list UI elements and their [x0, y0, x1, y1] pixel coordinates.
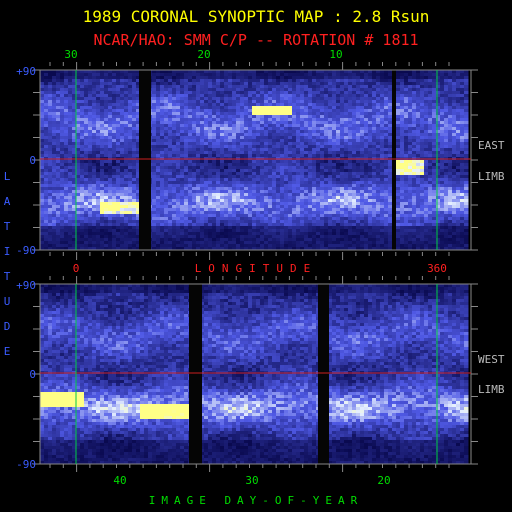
longitude-tick-360: 360: [427, 262, 447, 275]
latitude-letter: T: [4, 220, 11, 233]
latitude-axis-label: L A T I T U D E: [4, 170, 11, 358]
day-tick-40: 40: [113, 474, 126, 487]
east-lat-label-minus90: -90: [16, 244, 36, 257]
data-gap: [318, 284, 329, 464]
panel-overlays: [33, 62, 478, 472]
east-limb-panel: [39, 69, 472, 251]
east-limb-label: EAST: [478, 139, 505, 152]
data-gap: [392, 70, 396, 250]
west-lat-label-0: 0: [29, 368, 36, 381]
longitude-tick-0: 0: [73, 262, 80, 275]
latitude-letter: U: [4, 295, 11, 308]
latitude-letter: E: [4, 345, 11, 358]
west-lat-label-plus90: +90: [16, 279, 36, 292]
east-top-tick-10: 10: [329, 48, 342, 61]
latitude-letter: T: [4, 270, 11, 283]
latitude-letter: L: [4, 170, 11, 183]
west-limb-label: WEST: [478, 353, 505, 366]
day-tick-20: 20: [377, 474, 390, 487]
latitude-letter: A: [4, 195, 11, 208]
chart-title: 1989 CORONAL SYNOPTIC MAP : 2.8 Rsun: [83, 7, 430, 26]
latitude-letter: I: [4, 245, 11, 258]
chart-subtitle: NCAR/HAO: SMM C/P -- ROTATION # 1811: [93, 31, 418, 49]
data-gap: [139, 70, 151, 250]
latitude-letter: D: [4, 320, 11, 333]
day-tick-30: 30: [245, 474, 258, 487]
east-limb-heatmap: [40, 70, 469, 251]
east-lat-label-plus90: +90: [16, 65, 36, 78]
west-lat-label-minus90: -90: [16, 458, 36, 471]
west-limb-panel: [39, 283, 472, 465]
west-limb-label-2: LIMB: [478, 383, 505, 396]
day-of-year-axis-label: IMAGE DAY-OF-YEAR: [149, 494, 364, 507]
data-gap: [189, 284, 202, 464]
longitude-axis-label: LONGITUDE: [195, 262, 318, 275]
west-limb-heatmap: [40, 284, 469, 465]
east-top-tick-20: 20: [197, 48, 210, 61]
east-limb-label-2: LIMB: [478, 170, 505, 183]
east-top-tick-30: 30: [64, 48, 77, 61]
east-lat-label-0: 0: [29, 154, 36, 167]
